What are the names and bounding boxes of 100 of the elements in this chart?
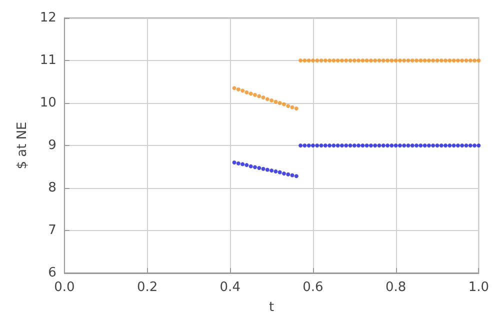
point <box>352 58 356 62</box>
point <box>426 58 431 62</box>
point <box>340 144 344 148</box>
point <box>381 58 386 62</box>
point <box>398 144 402 148</box>
point <box>270 98 274 102</box>
point <box>236 87 240 92</box>
point <box>368 58 373 62</box>
point <box>360 58 365 62</box>
point <box>298 144 303 148</box>
point <box>431 58 436 62</box>
point <box>373 144 378 148</box>
point <box>298 58 303 62</box>
point <box>386 144 390 148</box>
point <box>452 144 456 148</box>
point <box>306 144 311 148</box>
y-tick-label: 7 <box>48 223 56 238</box>
point <box>252 92 257 97</box>
point <box>310 58 315 62</box>
point <box>364 144 369 148</box>
point <box>360 144 365 148</box>
point <box>406 58 410 62</box>
point <box>261 95 266 100</box>
point <box>394 58 398 62</box>
point <box>460 144 464 148</box>
point <box>252 165 257 170</box>
point <box>373 58 378 62</box>
point <box>386 58 390 62</box>
point <box>448 144 452 148</box>
point <box>344 58 348 62</box>
point <box>315 58 320 62</box>
x-tick-label: 0.2 <box>136 280 158 295</box>
y-tick-label: 11 <box>40 53 56 68</box>
point <box>294 106 298 111</box>
point <box>265 97 270 102</box>
point <box>356 144 361 148</box>
point <box>270 168 274 173</box>
point <box>414 58 419 62</box>
point <box>472 144 477 148</box>
point <box>286 104 290 108</box>
point <box>261 166 266 171</box>
point <box>290 105 294 110</box>
x-axis-title: t <box>269 300 274 315</box>
point <box>410 144 414 148</box>
point <box>394 144 398 148</box>
point <box>257 94 262 98</box>
point <box>377 58 382 62</box>
x-tick-label: 1.0 <box>468 280 490 295</box>
y-tick-label: 12 <box>40 10 56 26</box>
point <box>426 144 431 148</box>
point <box>302 58 307 62</box>
y-tick-label: 9 <box>48 138 56 153</box>
point <box>348 144 352 148</box>
point <box>323 58 328 62</box>
y-tick-label: 10 <box>40 96 56 110</box>
point <box>274 169 278 174</box>
point <box>431 144 436 148</box>
point <box>352 144 356 148</box>
point <box>406 144 410 148</box>
point <box>381 144 386 148</box>
point <box>302 144 307 148</box>
point <box>444 58 448 62</box>
point <box>248 92 253 96</box>
point <box>464 144 468 148</box>
point <box>377 144 382 148</box>
point <box>356 58 361 62</box>
point <box>468 58 472 62</box>
point <box>265 168 270 172</box>
point <box>282 172 286 176</box>
point <box>236 161 240 166</box>
point <box>368 144 373 148</box>
point <box>452 58 456 62</box>
point <box>310 144 315 148</box>
point <box>315 144 320 148</box>
point <box>468 144 472 148</box>
point <box>278 170 282 174</box>
point <box>328 144 332 148</box>
point <box>422 58 427 62</box>
point <box>344 144 348 148</box>
point <box>464 58 468 62</box>
x-tick-label: 0.6 <box>302 280 324 295</box>
point <box>290 173 294 178</box>
point <box>232 160 236 164</box>
point <box>336 144 340 148</box>
point <box>390 144 394 148</box>
point <box>340 58 344 62</box>
point <box>439 144 444 148</box>
point <box>476 144 481 148</box>
point <box>274 100 278 104</box>
point <box>414 144 419 148</box>
point <box>332 58 336 62</box>
point <box>306 58 311 62</box>
point <box>456 58 460 62</box>
point <box>278 101 282 105</box>
point <box>286 172 290 176</box>
point <box>248 164 253 168</box>
point <box>282 102 286 106</box>
point <box>328 58 332 62</box>
point <box>332 144 336 148</box>
x-tick-label: 0.0 <box>54 280 75 295</box>
